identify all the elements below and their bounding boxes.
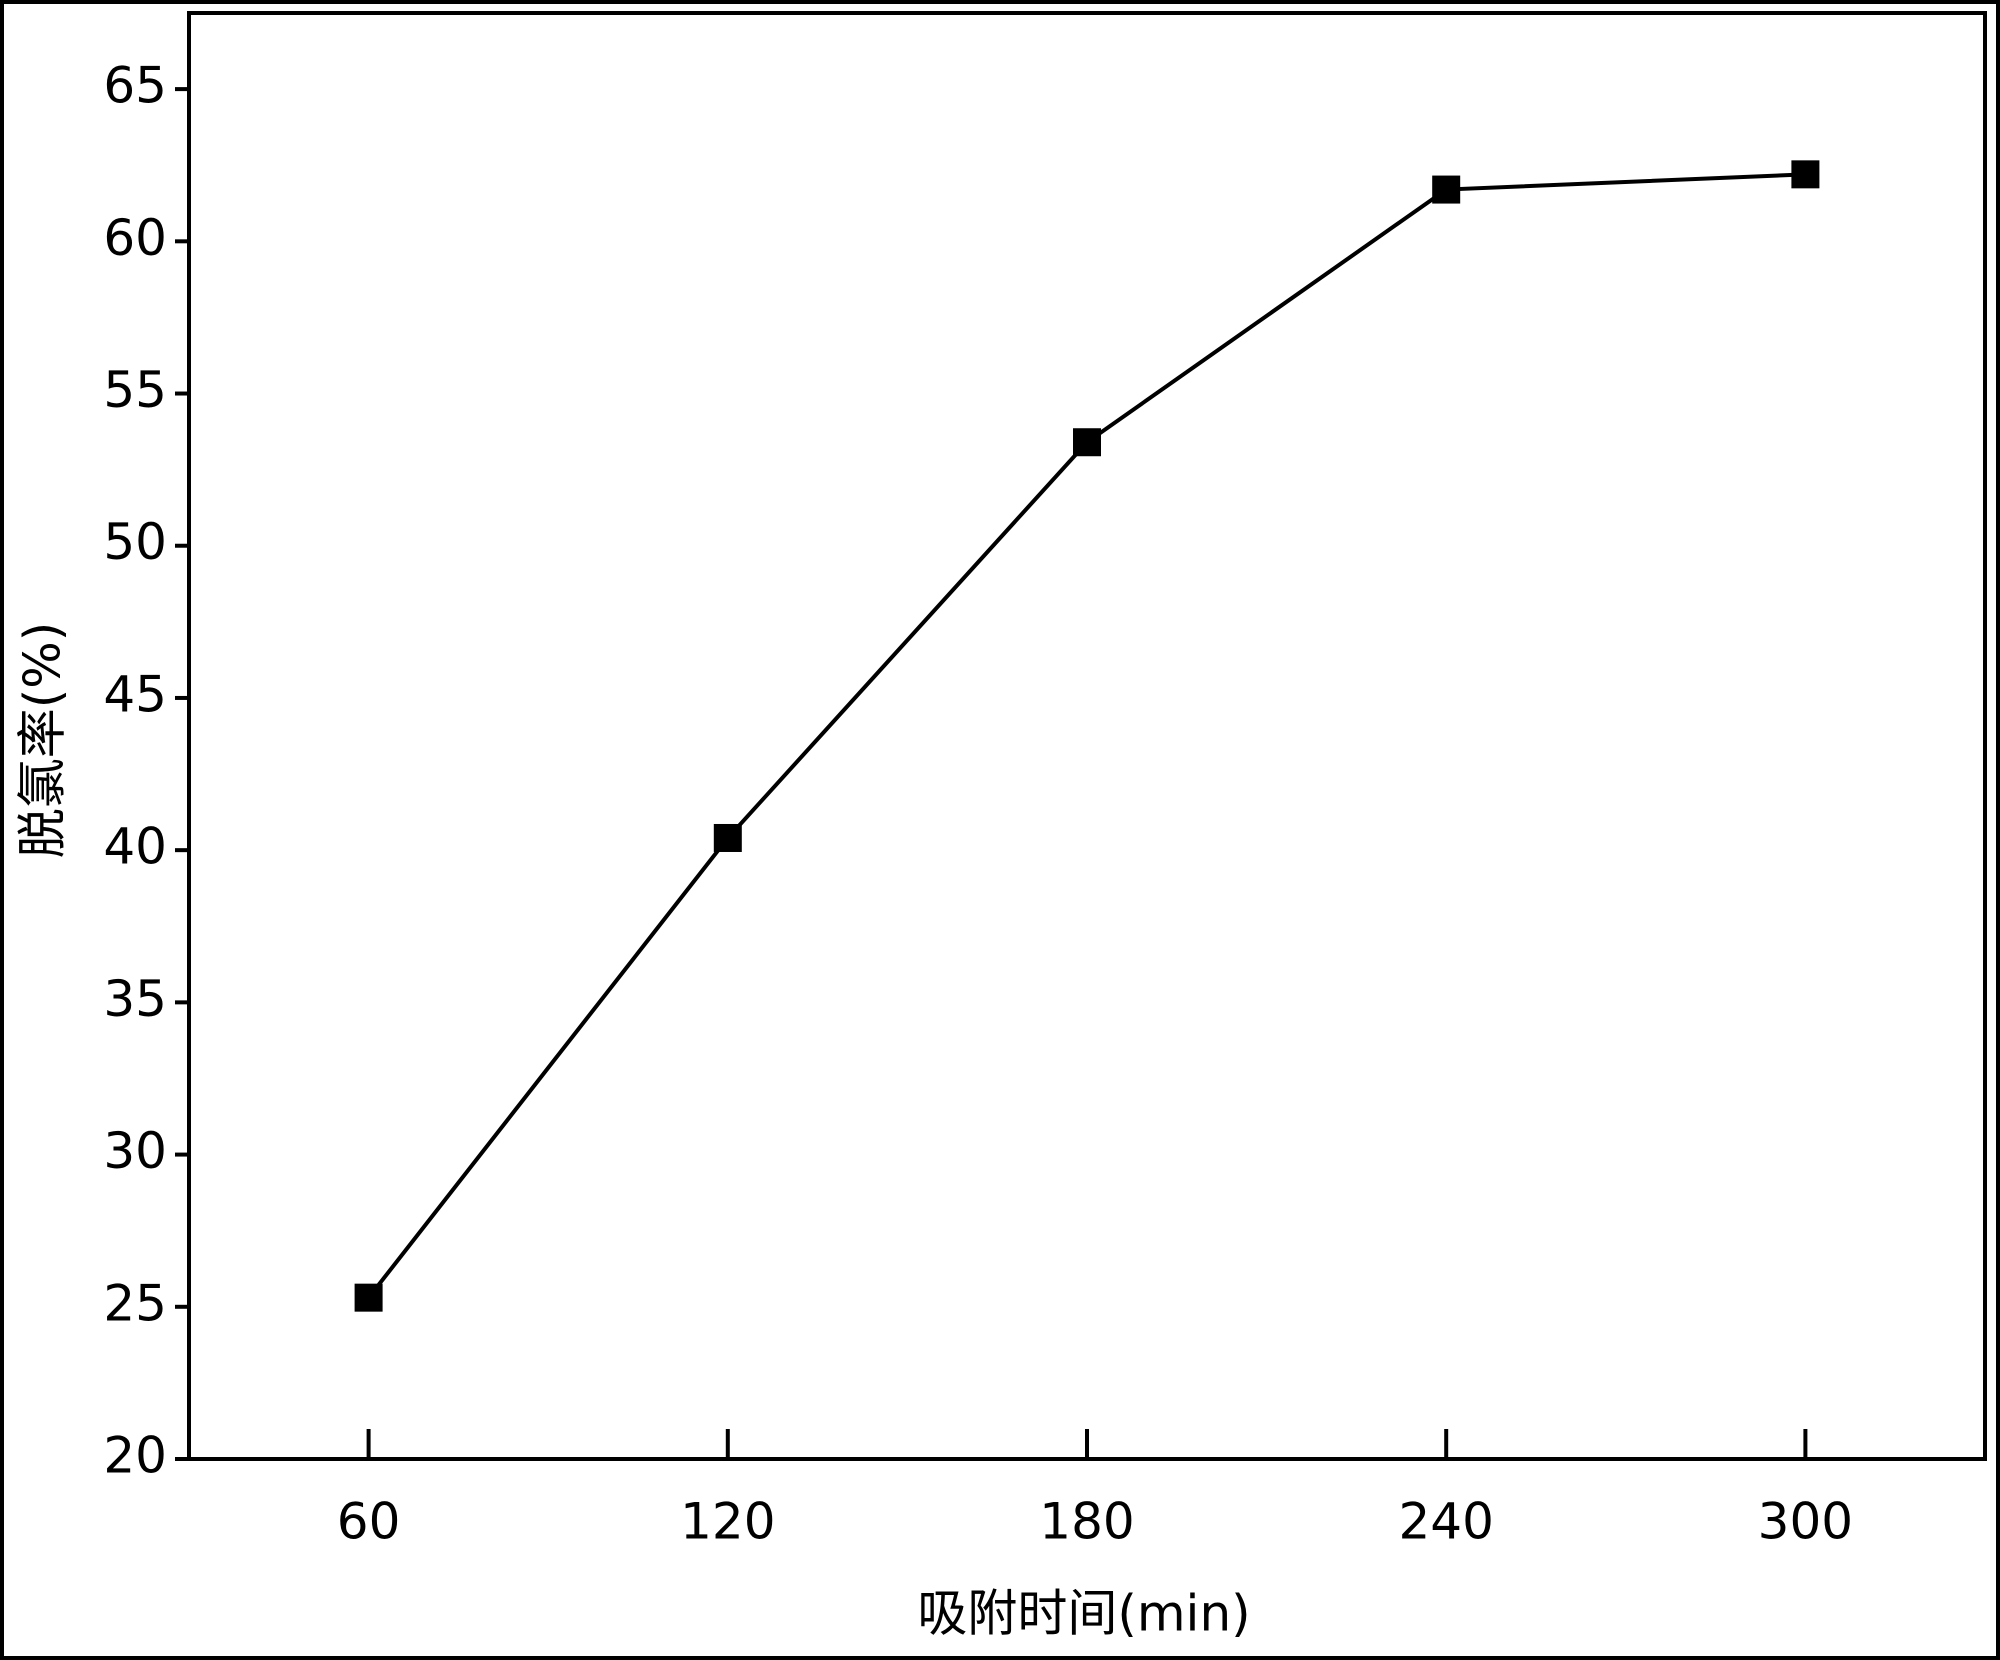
y-tick-label: 20 xyxy=(103,1427,167,1485)
y-tick-label: 50 xyxy=(103,513,167,571)
x-tick-label: 120 xyxy=(680,1493,775,1551)
y-tick-label: 55 xyxy=(103,361,167,419)
y-tick-label: 25 xyxy=(103,1274,167,1332)
y-axis-label: 脱氯率(%) xyxy=(14,622,72,859)
y-tick-label: 40 xyxy=(103,818,167,876)
data-marker xyxy=(1432,175,1461,204)
x-tick-label: 60 xyxy=(337,1493,401,1551)
x-tick-label: 240 xyxy=(1398,1493,1493,1551)
y-tick-label: 60 xyxy=(103,209,167,267)
data-marker xyxy=(354,1283,383,1312)
x-tick-label: 180 xyxy=(1039,1493,1134,1551)
y-tick-label: 35 xyxy=(103,970,167,1028)
y-tick-label: 65 xyxy=(103,57,167,115)
y-tick-label: 30 xyxy=(103,1122,167,1180)
x-tick-label: 300 xyxy=(1758,1493,1853,1551)
data-marker xyxy=(1073,428,1101,457)
plot-frame xyxy=(187,11,1987,1461)
x-axis-label: 吸附时间(min) xyxy=(917,1585,1250,1643)
data-marker xyxy=(713,823,742,852)
data-marker xyxy=(1791,160,1820,189)
data-line xyxy=(367,172,1806,1299)
y-tick-label: 45 xyxy=(103,665,167,723)
